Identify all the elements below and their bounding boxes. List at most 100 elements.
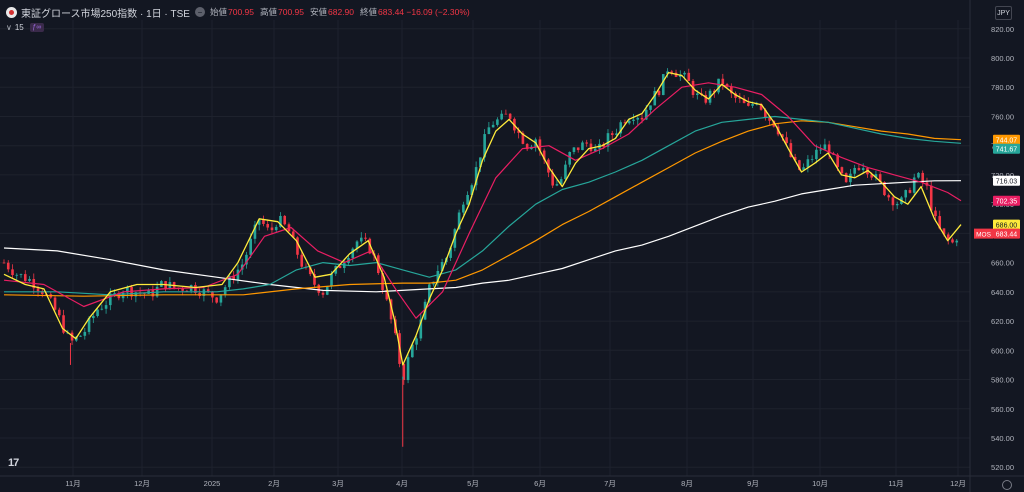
- ohlc-open-value: 700.95: [227, 7, 254, 17]
- price-label: [993, 195, 1020, 206]
- candle-body: [747, 103, 750, 106]
- candle-body: [462, 204, 465, 213]
- candle-body: [185, 290, 189, 292]
- candle-body: [351, 248, 355, 258]
- candle-body: [257, 219, 261, 225]
- price-label: [993, 134, 1020, 145]
- candle-body: [92, 315, 95, 319]
- candle-body: [134, 292, 138, 297]
- candle-body: [921, 172, 925, 183]
- candle-body: [53, 297, 57, 310]
- candle-body: [717, 78, 720, 93]
- candle-body: [338, 265, 342, 269]
- price-label-text: 683.44: [996, 232, 1018, 239]
- candle-body: [313, 274, 316, 285]
- candle-body: [308, 267, 312, 275]
- candle-body: [355, 241, 359, 249]
- candle-body: [657, 90, 661, 96]
- candle-body: [751, 104, 754, 106]
- candle-body: [253, 224, 257, 239]
- candle-body: [793, 157, 797, 161]
- candle-body: [742, 98, 746, 104]
- candle-body: [11, 269, 14, 276]
- candle-body: [202, 289, 206, 296]
- x-tick-label: 5月: [467, 479, 479, 488]
- y-tick-label: 640.00: [991, 288, 1014, 297]
- candle-body: [279, 215, 282, 227]
- symbol-title[interactable]: 東証グロース市場250指数 · 1日 · TSE: [21, 8, 190, 20]
- candle-body: [368, 238, 372, 254]
- y-tick-label: 540.00: [991, 434, 1014, 443]
- candle-body: [781, 134, 784, 138]
- candle-body: [419, 319, 423, 339]
- price-labels: 744.07 741.67 716.03 702.35 686.00 MOS 683.44: [974, 134, 1020, 239]
- indicator-icon[interactable]: ƒ∞: [29, 22, 44, 32]
- candle-body: [810, 159, 814, 160]
- candle-body: [815, 149, 818, 160]
- candle-body: [878, 174, 882, 182]
- candle-body: [559, 179, 563, 185]
- candle-body: [491, 124, 495, 128]
- price-axis[interactable]: 820.00800.00780.00760.00740.00720.00700.…: [991, 25, 1014, 472]
- gear-icon[interactable]: [1002, 480, 1012, 490]
- candle-body: [317, 284, 321, 293]
- ohlc-low-value: 682.90: [328, 7, 355, 17]
- candle-body: [240, 264, 244, 270]
- candle-body: [359, 237, 363, 242]
- x-tick-label: 12月: [950, 479, 966, 488]
- candle-body: [789, 143, 793, 158]
- candle-body: [798, 160, 801, 170]
- candle-body: [670, 71, 674, 73]
- candle-body: [109, 293, 112, 306]
- candle-body: [623, 122, 627, 124]
- minus-circle-icon[interactable]: −: [194, 7, 205, 17]
- y-tick-label: 620.00: [991, 317, 1014, 326]
- y-tick-label: 580.00: [991, 376, 1014, 385]
- candle-body: [759, 103, 763, 110]
- y-tick-label: 760.00: [991, 112, 1014, 121]
- candle-body: [232, 276, 235, 280]
- candle-body: [870, 174, 873, 178]
- y-tick-label: 800.00: [991, 54, 1014, 63]
- candle-body: [551, 172, 554, 186]
- ohlc-high-label: 高値: [259, 7, 277, 17]
- price-label: [993, 143, 1020, 154]
- x-tick-label: 2月: [268, 479, 280, 488]
- candle-body: [266, 223, 270, 228]
- candle-body: [764, 109, 767, 118]
- candle-body: [23, 274, 27, 281]
- candle-body: [823, 144, 827, 150]
- currency-button[interactable]: JPY: [995, 6, 1012, 20]
- candle-body: [194, 285, 197, 293]
- candle-body: [572, 147, 576, 152]
- tradingview-logo-icon[interactable]: 17: [8, 457, 19, 469]
- candle-body: [844, 173, 848, 183]
- candle-body: [151, 289, 155, 297]
- x-tick-label: 2025: [204, 479, 221, 488]
- candle-body: [283, 215, 287, 225]
- indicator-bar[interactable]: ∨ 15 ƒ∞: [6, 21, 44, 33]
- x-tick-label: 10月: [812, 479, 828, 488]
- candle-body: [415, 338, 418, 345]
- candle-body: [853, 167, 856, 174]
- x-tick-label: 12月: [134, 479, 150, 488]
- candle-body: [440, 262, 444, 271]
- candle-body: [649, 105, 652, 110]
- y-tick-label: 780.00: [991, 83, 1014, 92]
- candle-body: [908, 190, 912, 193]
- candle-body: [589, 143, 593, 152]
- price-label-text: 686.00: [996, 223, 1018, 230]
- candle-body: [385, 289, 389, 300]
- candle-body: [70, 332, 74, 341]
- candle-body: [874, 174, 878, 178]
- chevron-down-icon[interactable]: ∨: [6, 22, 12, 32]
- candle-body: [215, 297, 218, 303]
- time-axis[interactable]: 11月 12月 2025 2月 3月 4月 5月 6月 7月 8月 9月 10月 11月 12月: [65, 479, 966, 488]
- candle-body: [632, 119, 635, 121]
- candle-body: [113, 292, 116, 294]
- candle-body: [291, 231, 295, 238]
- candle-body: [104, 305, 108, 309]
- candle-body: [644, 109, 648, 120]
- candle-body: [453, 229, 457, 248]
